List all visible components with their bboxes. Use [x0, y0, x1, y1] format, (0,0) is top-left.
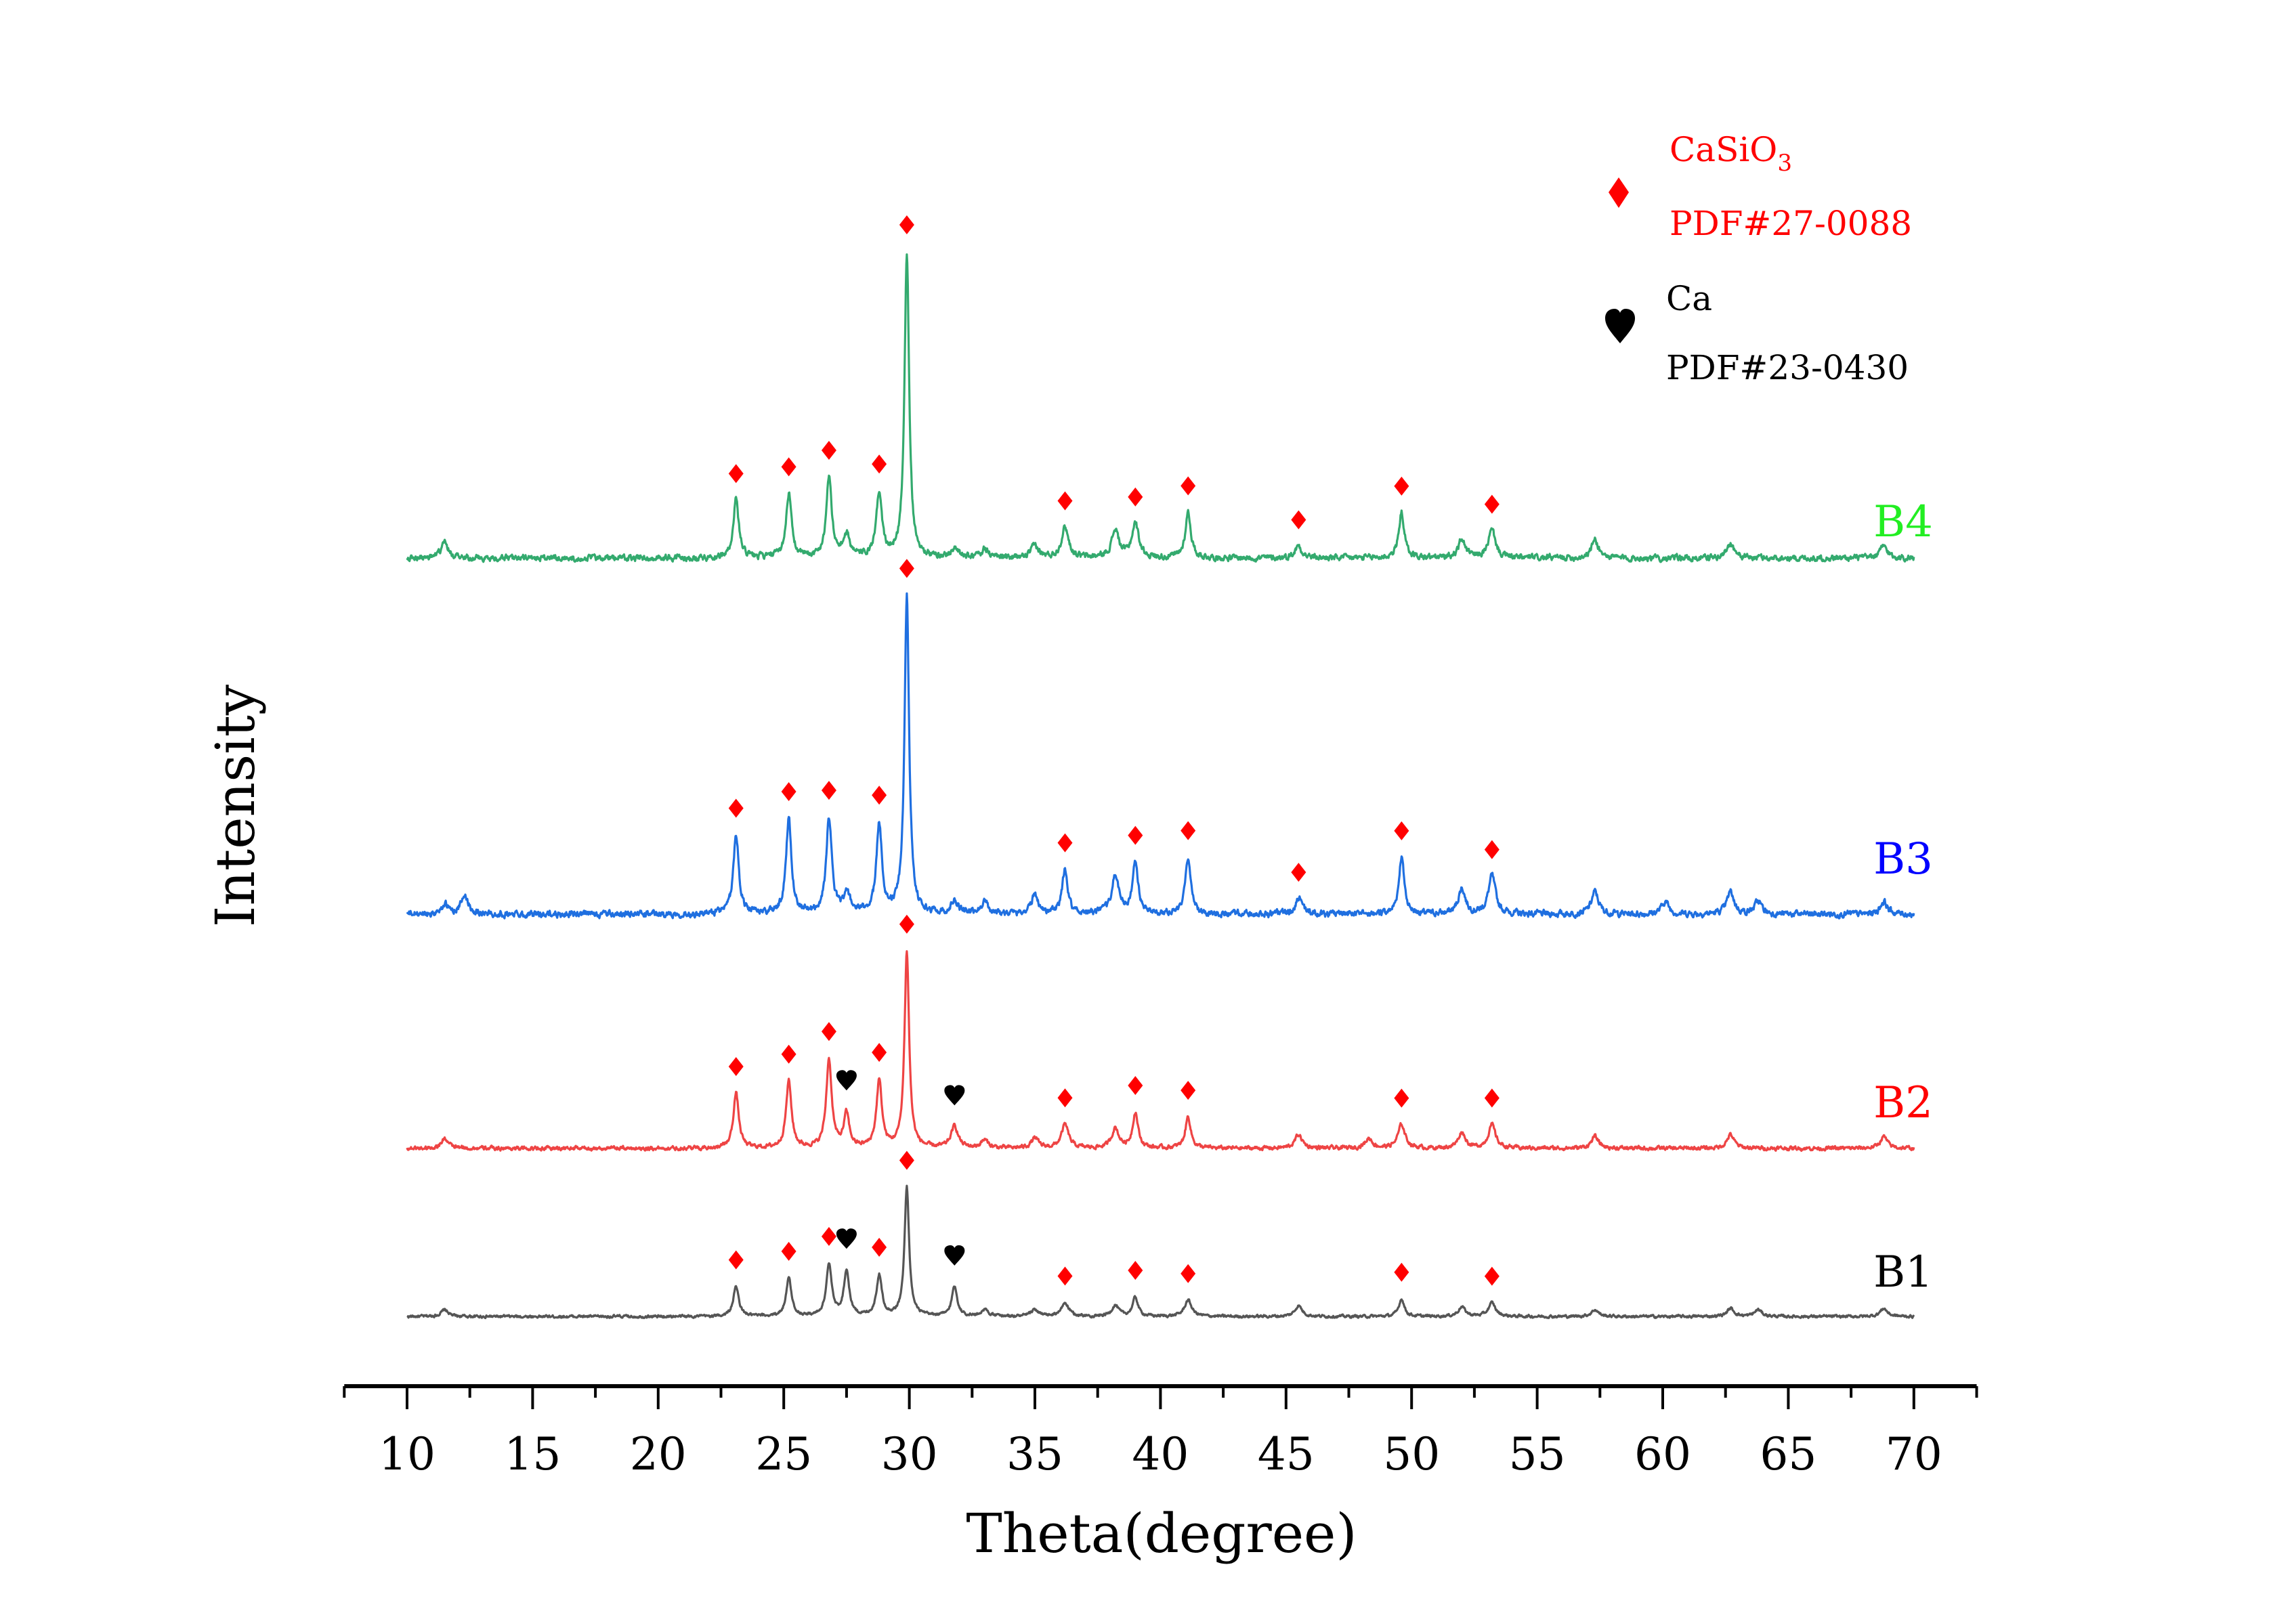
series-line-b4: [406, 253, 1915, 563]
casio3-diamond-icon: [1394, 476, 1409, 496]
casio3-diamond-icon: [1291, 510, 1306, 530]
x-tick-label: 45: [1258, 1428, 1315, 1480]
casio3-diamond-icon: [1057, 1088, 1073, 1108]
legend-heart-icon: [1605, 309, 1635, 343]
casio3-diamond-icon: [821, 1022, 836, 1041]
x-tick-label: 25: [755, 1428, 812, 1480]
x-tick-label: 50: [1383, 1428, 1440, 1480]
casio3-diamond-icon: [1394, 1262, 1409, 1282]
casio3-diamond-icon: [1128, 1076, 1143, 1096]
casio3-diamond-icon: [899, 215, 914, 234]
casio3-diamond-icon: [872, 786, 887, 805]
x-tick-label: 40: [1132, 1428, 1189, 1480]
x-tick-label: 65: [1760, 1428, 1816, 1480]
y-axis-title: Intensity: [204, 685, 267, 927]
x-axis: 10 15 20 25 30 35 40 45 50 55 60 65 70: [343, 1384, 1978, 1480]
ca-heart-icon: [944, 1085, 965, 1106]
casio3-diamond-icon: [1181, 1081, 1196, 1100]
x-tick-label: 20: [630, 1428, 687, 1480]
x-tick-label: 10: [379, 1428, 435, 1480]
casio3-diamond-icon: [1291, 863, 1306, 882]
casio3-diamond-icon: [1057, 1266, 1073, 1286]
casio3-diamond-icon: [781, 1241, 796, 1261]
casio3-diamond-icon: [899, 914, 914, 934]
legend: CaSiO3 PDF#27-0088 Ca PDF#23-0430: [1605, 130, 1912, 387]
legend-casio3-ref: PDF#27-0088: [1670, 204, 1912, 243]
casio3-diamond-icon: [728, 1250, 744, 1270]
legend-casio3-formula: CaSiO: [1670, 130, 1777, 169]
series-line-b3: [406, 592, 1915, 920]
casio3-diamond-icon: [821, 440, 836, 460]
x-tick-label: 35: [1006, 1428, 1063, 1480]
x-tick-label: 15: [504, 1428, 561, 1480]
x-tick-label: 70: [1886, 1428, 1942, 1480]
casio3-diamond-icon: [728, 798, 744, 818]
casio3-diamond-icon: [1128, 487, 1143, 507]
ca-heart-icon: [944, 1245, 965, 1266]
casio3-diamond-icon: [1181, 476, 1196, 496]
legend-casio3-subscript: 3: [1777, 150, 1792, 177]
casio3-diamond-icon: [1484, 494, 1500, 514]
casio3-diamond-icon: [899, 559, 914, 578]
casio3-diamond-icon: [1128, 825, 1143, 845]
x-tick-label: 60: [1634, 1428, 1691, 1480]
casio3-diamond-icon: [781, 1044, 796, 1064]
casio3-diamond-icon: [1394, 821, 1409, 840]
casio3-diamond-icon: [1181, 821, 1196, 840]
series-label-b3: B3: [1873, 834, 1933, 884]
series-line-b2: [406, 950, 1915, 1153]
casio3-diamond-icon: [728, 1057, 744, 1077]
casio3-diamond-icon: [1394, 1088, 1409, 1108]
legend-diamond-icon: [1609, 177, 1629, 208]
casio3-diamond-icon: [1484, 1266, 1500, 1286]
casio3-diamond-icon: [821, 781, 836, 800]
x-axis-title: Theta(degree): [966, 1502, 1357, 1565]
casio3-diamond-icon: [872, 1043, 887, 1062]
casio3-diamond-icon: [899, 1151, 914, 1170]
legend-casio3-name: CaSiO3: [1670, 130, 1792, 177]
casio3-diamond-icon: [821, 1226, 836, 1246]
ca-heart-icon: [836, 1228, 857, 1249]
x-tick-label: 55: [1509, 1428, 1566, 1480]
casio3-diamond-icon: [1181, 1264, 1196, 1283]
legend-ca-ref: PDF#23-0430: [1666, 348, 1909, 387]
casio3-diamond-icon: [1057, 491, 1073, 511]
casio3-diamond-icon: [1128, 1260, 1143, 1280]
casio3-diamond-icon: [781, 781, 796, 801]
casio3-diamond-icon: [1057, 833, 1073, 853]
plot-area: B1 B2 B3 B4: [406, 215, 1933, 1320]
casio3-diamond-icon: [1484, 1088, 1500, 1108]
casio3-diamond-icon: [872, 1237, 887, 1257]
series-line-b1: [406, 1184, 1915, 1320]
ca-heart-icon: [836, 1070, 857, 1091]
casio3-diamond-icon: [728, 464, 744, 484]
legend-ca-name: Ca: [1666, 279, 1712, 318]
x-tick-label: 30: [881, 1428, 938, 1480]
casio3-diamond-icon: [872, 454, 887, 474]
series-label-b4: B4: [1873, 497, 1933, 547]
series-label-b1: B1: [1873, 1247, 1933, 1297]
casio3-diamond-icon: [1484, 840, 1500, 859]
casio3-diamond-icon: [781, 457, 796, 477]
series-label-b2: B2: [1873, 1078, 1933, 1128]
